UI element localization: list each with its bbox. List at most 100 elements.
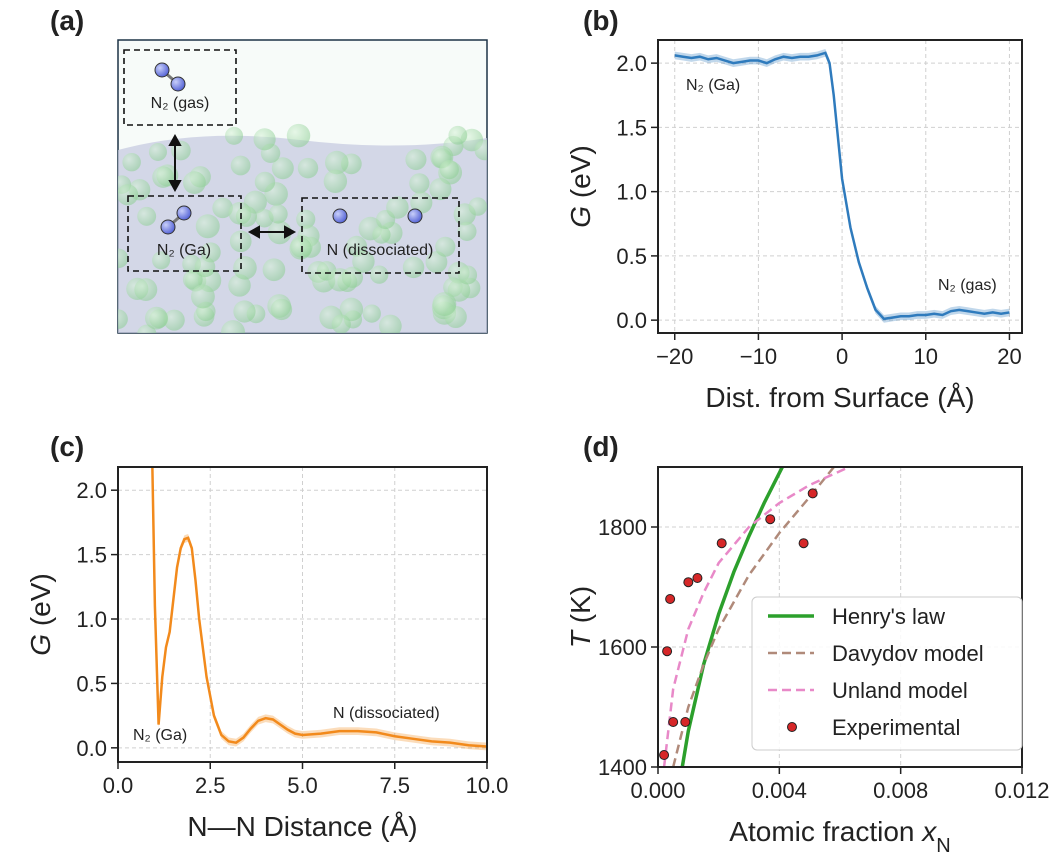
plot-data bbox=[151, 467, 487, 751]
plot-panel: 0.0 2.5 5.0 7.5 10.0 0.0 0.5 1.0 1.5 2.0 N₂ (Ga) N … bbox=[76, 466, 508, 798]
gallium-atom bbox=[331, 314, 351, 333]
panel-label: (b) bbox=[583, 5, 619, 36]
panel-label: (a) bbox=[50, 5, 84, 36]
x-tick-label: −20 bbox=[656, 344, 693, 369]
gallium-atom bbox=[152, 166, 174, 188]
y-tick-label: 1800 bbox=[598, 515, 647, 540]
point bbox=[680, 717, 691, 727]
illustration bbox=[117, 39, 488, 334]
annotation: N₂ (Ga) bbox=[686, 77, 740, 94]
legend-label: Henry's law bbox=[832, 604, 945, 629]
gallium-atom bbox=[183, 171, 206, 195]
axis-label: Dist. from Surface (Å) bbox=[705, 382, 974, 413]
axis-label-part: T bbox=[565, 629, 596, 648]
gallium-atom bbox=[233, 256, 257, 280]
gallium-atom bbox=[253, 128, 276, 151]
gallium-atom bbox=[409, 173, 430, 194]
line bbox=[674, 51, 1010, 321]
gallium-atom bbox=[212, 197, 233, 219]
line bbox=[680, 467, 784, 767]
axes-frame bbox=[117, 466, 488, 763]
region-label: N₂ (Ga) bbox=[157, 242, 211, 259]
plot-data bbox=[659, 467, 850, 767]
gallium-atom bbox=[289, 237, 312, 260]
gallium-atom bbox=[148, 142, 167, 161]
plot-area bbox=[658, 40, 1022, 333]
gallium-atom bbox=[254, 171, 276, 193]
gallium-atom bbox=[325, 150, 349, 175]
point bbox=[807, 488, 818, 499]
gallium-atom bbox=[372, 225, 391, 244]
gallium-atom bbox=[435, 236, 456, 257]
gallium-atom bbox=[468, 197, 487, 216]
x-tick-label: 0.008 bbox=[873, 778, 928, 803]
gallium-atom bbox=[118, 309, 128, 330]
annotation: N₂ (Ga) bbox=[133, 727, 187, 744]
gallium-atom bbox=[429, 178, 452, 201]
plot-panel: −20 −10 0 10 20 0.0 0.5 1.0 1.5 2.0 N₂ (Ga) N₂ (gas… bbox=[616, 39, 1023, 369]
gallium-atom bbox=[163, 309, 185, 331]
panel-label: (c) bbox=[50, 431, 84, 462]
y-tick-label: 1.0 bbox=[616, 180, 647, 205]
axis-label-part: (eV) bbox=[25, 573, 56, 634]
gallium-atom bbox=[262, 258, 286, 282]
gallium-atom bbox=[286, 123, 311, 148]
point bbox=[662, 646, 673, 657]
point bbox=[716, 538, 727, 549]
gallium-atom bbox=[182, 269, 203, 290]
liquid-gallium bbox=[118, 123, 487, 333]
point bbox=[798, 538, 809, 549]
gallium-atom bbox=[225, 126, 244, 145]
line bbox=[151, 467, 487, 748]
gallium-atom bbox=[195, 214, 220, 239]
gallium-atom bbox=[296, 209, 316, 229]
x-tick-label: 7.5 bbox=[379, 773, 410, 798]
gallium-atom bbox=[458, 265, 478, 285]
axes-frame bbox=[657, 39, 1023, 334]
gallium-atom bbox=[297, 157, 319, 179]
gallium-atom bbox=[122, 152, 141, 172]
gallium-atom bbox=[268, 204, 288, 224]
region-box bbox=[123, 49, 237, 126]
point bbox=[665, 594, 676, 604]
axis-label: N—N Distance (Å) bbox=[187, 811, 417, 842]
y-tick-label: 0.0 bbox=[76, 736, 107, 761]
gallium-atom bbox=[410, 191, 433, 214]
gallium-atom bbox=[362, 304, 381, 323]
axis-label: G (eV) bbox=[25, 573, 56, 655]
legend-box bbox=[751, 596, 1023, 751]
y-tick-label: 1.0 bbox=[76, 607, 107, 632]
region-box bbox=[127, 195, 242, 272]
gallium-atom bbox=[271, 157, 294, 180]
gallium-atom bbox=[405, 149, 427, 171]
gallium-atoms bbox=[118, 123, 487, 333]
point bbox=[659, 750, 670, 760]
axis-label-part: N bbox=[936, 835, 950, 856]
axis-label-part: (K) bbox=[565, 586, 596, 631]
axis-label-part: G bbox=[565, 206, 596, 228]
y-tick-label: 1.5 bbox=[616, 115, 647, 140]
annotation: N (dissociated) bbox=[333, 705, 440, 722]
gallium-atom bbox=[270, 298, 293, 321]
gallium-atom bbox=[402, 256, 425, 279]
y-tick-label: 2.0 bbox=[616, 51, 647, 76]
point bbox=[765, 514, 776, 525]
gallium-atom bbox=[145, 306, 168, 330]
x-tick-label: 0.012 bbox=[994, 778, 1049, 803]
axis-label: T (K) bbox=[565, 586, 596, 648]
gallium-atom bbox=[228, 274, 251, 297]
gallium-atom bbox=[339, 297, 364, 322]
gallium-atom bbox=[378, 314, 402, 333]
gallium-atom bbox=[235, 205, 257, 227]
nitrogen-atoms bbox=[154, 62, 423, 235]
y-tick-label: 1400 bbox=[598, 755, 647, 780]
y-tick-label: 0.0 bbox=[616, 308, 647, 333]
legend-label: Unland model bbox=[832, 678, 968, 703]
x-tick-label: 10 bbox=[914, 344, 938, 369]
region-label: N (dissociated) bbox=[327, 242, 434, 259]
panel-label: (d) bbox=[583, 431, 619, 462]
x-tick-label: 5.0 bbox=[287, 773, 318, 798]
line bbox=[671, 467, 835, 767]
point bbox=[668, 717, 679, 727]
